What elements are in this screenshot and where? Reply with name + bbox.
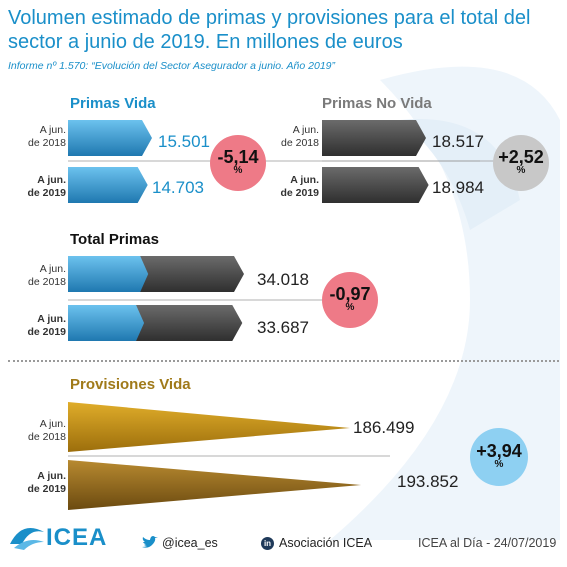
row-label-2019: A jun. de 2019 [27, 470, 66, 495]
value-label-primas-no-vida-2019: 18.984 [432, 178, 484, 197]
section-title-primas-vida: Primas Vida [70, 95, 156, 112]
row-label-2019: A jun. de 2019 [27, 174, 66, 199]
source-date: ICEA al Día - 24/07/2019 [418, 536, 557, 550]
value-label-provisiones-2018: 186.499 [353, 418, 415, 437]
logo-text: ICEA [46, 524, 108, 551]
row-label-2019: A jun. de 2019 [280, 174, 319, 199]
icea-logo-icon [10, 528, 44, 550]
twitter-handle[interactable]: @icea_es [162, 536, 218, 550]
bar-provisiones-vida-2019 [68, 460, 362, 510]
section-title-total-primas: Total Primas [70, 231, 159, 248]
bar-primas-vida-2019 [68, 167, 148, 203]
value-label-provisiones-2019: 193.852 [397, 472, 459, 491]
row-label-2019: A jun. de 2019 [27, 313, 66, 338]
value-label-total-2019: 33.687 [257, 318, 309, 337]
bar-provisiones-vida-2018 [68, 402, 350, 452]
bar-primas-no-vida-2019 [322, 167, 429, 203]
value-label-primas-vida-2018: 15.501 [158, 132, 210, 151]
section-title-primas-no-vida: Primas No Vida [322, 95, 432, 112]
value-label-total-2018: 34.018 [257, 270, 309, 289]
change-badge-total-primas: -0,97% [322, 272, 378, 328]
twitter-icon[interactable] [142, 536, 158, 549]
change-badge-primas-no-vida: +2,52% [493, 135, 549, 191]
icea-logo [8, 522, 48, 557]
value-label-primas-vida-2019: 14.703 [152, 178, 204, 197]
value-label-primas-no-vida-2018: 18.517 [432, 132, 484, 151]
bar-total-vida-part-2019 [68, 305, 145, 341]
change-badge-provisiones-vida: +3,94% [470, 428, 528, 486]
dotted-separator [8, 360, 559, 362]
bar-total-vida-part-2018 [68, 256, 149, 292]
bar-primas-no-vida-2018 [322, 120, 426, 156]
section-title-provisiones-vida: Provisiones Vida [70, 376, 191, 393]
row-label-2018: A jun. de 2018 [281, 124, 319, 149]
linkedin-icon[interactable]: in [261, 537, 274, 550]
row-label-2018: A jun. de 2018 [28, 124, 66, 149]
bar-primas-vida-2018 [68, 120, 152, 156]
row-label-2018: A jun. de 2018 [28, 418, 66, 443]
chart-subtitle: Informe nº 1.570: “Evolución del Sector … [8, 60, 336, 72]
change-badge-primas-vida: -5,14% [210, 135, 266, 191]
chart-title: Volumen estimado de primas y provisiones… [8, 7, 531, 53]
row-label-2018: A jun. de 2018 [28, 263, 66, 288]
linkedin-name[interactable]: Asociación ICEA [279, 536, 373, 550]
